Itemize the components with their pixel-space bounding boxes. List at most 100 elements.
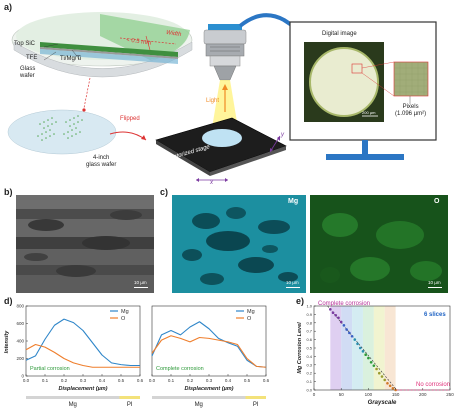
sem-image: 10 µm	[16, 195, 154, 293]
y-axis-label-e: Mg Corrosion Level	[297, 322, 303, 374]
series-line-o	[151, 335, 267, 368]
data-point	[358, 346, 362, 350]
data-point	[361, 350, 365, 353]
y-tick-label: 0.0	[306, 388, 312, 393]
y-tick-label: 0.1	[306, 379, 312, 384]
label-pixels-line1: Pixels	[402, 104, 419, 110]
label-glass-wafer-line1: Glass	[20, 66, 36, 72]
scale-label-c1: 10 µm	[286, 280, 299, 285]
data-point	[367, 356, 370, 360]
y-tick-label: 0.3	[306, 362, 312, 367]
series-line-mg	[25, 318, 140, 367]
label-glass-wafer-small: glass wafer	[86, 162, 117, 168]
y-tick-label: 0	[21, 374, 24, 379]
y-axis-label: Intensity	[4, 330, 10, 354]
scale-label-c2: 10 µm	[428, 280, 441, 285]
x-tick-label: 0.2	[187, 378, 194, 383]
data-point	[345, 328, 348, 331]
x-tick-label: 250	[446, 392, 454, 397]
x-tick-label: 0.0	[23, 378, 30, 383]
slice-band	[373, 306, 385, 390]
data-point	[334, 313, 338, 317]
corrosion-annotation: Partial corrosion	[30, 366, 70, 372]
data-point	[391, 387, 395, 390]
y-tick-label: 1.0	[306, 304, 312, 309]
data-point	[388, 384, 392, 388]
data-point	[337, 316, 340, 320]
x-tick-label: 0.4	[99, 378, 106, 383]
glass-wafer-disk	[7, 109, 117, 155]
eds-map-o: O 10 µm	[310, 195, 448, 293]
x-tick-label: 0.6	[137, 378, 144, 383]
scale-label-b: 10 µm	[134, 280, 147, 285]
panel-b-label: b)	[4, 187, 13, 197]
x-tick-label: 0.2	[61, 378, 68, 383]
pi-region-bar	[245, 396, 266, 399]
label-pixels: Pixels (1.096 µm²)	[395, 104, 426, 118]
pi-region-label: PI	[253, 402, 259, 408]
y-tick-label: 0.9	[306, 312, 312, 317]
slice-band	[384, 306, 396, 390]
pi-region-label: PI	[127, 402, 133, 408]
data-point	[364, 353, 367, 357]
scale-bar-c2	[428, 287, 442, 288]
panel-d-label: d)	[4, 296, 13, 306]
mg-region-bar	[152, 396, 246, 399]
x-tick-label: 200	[419, 392, 427, 397]
label-4inch-wafer: 4-inch glass wafer	[86, 155, 116, 169]
corrosion-annotation: Complete corrosion	[156, 366, 204, 372]
panel-e-label: e)	[296, 296, 305, 306]
pixel-zoom	[393, 61, 429, 97]
label-mg-map: Mg	[288, 198, 299, 205]
legend-mg-label: Mg	[121, 309, 129, 315]
x-tick-label: 0.4	[225, 378, 232, 383]
monitor-stand	[326, 154, 404, 160]
y-tick-label: 0.8	[306, 320, 312, 325]
data-point	[369, 360, 373, 364]
y-tick-label: 0.6	[306, 337, 312, 342]
data-point	[356, 342, 359, 346]
label-light: Light	[206, 98, 220, 104]
panel-a-label: a)	[4, 2, 13, 12]
x-tick-label: 0.0	[149, 378, 156, 383]
legend-o-label: O	[247, 316, 252, 322]
slice-band	[362, 306, 374, 390]
wafer-die-grid	[37, 115, 83, 141]
x-tick-label: 0.3	[206, 378, 213, 383]
x-tick-label: 0.1	[42, 378, 49, 383]
label-axis-x: x	[210, 180, 213, 186]
data-point	[372, 364, 376, 367]
x-axis-label: Displacement (µm)	[184, 386, 233, 392]
sample-on-stage	[202, 129, 242, 147]
label-top-sic: Top SiC	[14, 41, 36, 47]
x-tick-label: 0.6	[263, 378, 270, 383]
mg-region-label: Mg	[69, 402, 77, 408]
data-point	[386, 381, 389, 385]
label-axis-y: y	[281, 132, 284, 138]
no-corrosion-label: No corrosion	[416, 382, 450, 388]
x-axis-label-e: Grayscale	[368, 400, 397, 406]
x-tick-label: 100	[365, 392, 373, 397]
label-ti-mg-ti: Ti/Mg/Ti	[60, 56, 82, 62]
data-point	[353, 338, 357, 341]
label-tfe: TFE	[26, 55, 38, 61]
slice-band	[341, 306, 353, 390]
x-tick-label: 0.1	[168, 378, 175, 383]
trend-line	[327, 305, 397, 391]
x-tick-label: 0.3	[80, 378, 87, 383]
y-tick-label: 0.4	[306, 354, 312, 359]
x-axis-label: Displacement (µm)	[58, 386, 107, 392]
x-tick-label: 50	[339, 392, 345, 397]
zoom-indicator-line	[83, 77, 91, 109]
data-point	[375, 367, 378, 371]
eds-map-mg: Mg 10 µm	[172, 195, 306, 293]
data-point	[339, 320, 343, 324]
y-tick-label: 0.2	[306, 371, 312, 376]
label-digital-image: Digital image	[322, 31, 357, 37]
legend-o-label: O	[121, 316, 126, 322]
legend-mg-label: Mg	[247, 309, 255, 315]
data-point	[329, 308, 332, 311]
label-glass-wafer: Glass wafer	[20, 66, 35, 80]
data-point	[380, 375, 384, 378]
slice-band	[352, 306, 363, 390]
